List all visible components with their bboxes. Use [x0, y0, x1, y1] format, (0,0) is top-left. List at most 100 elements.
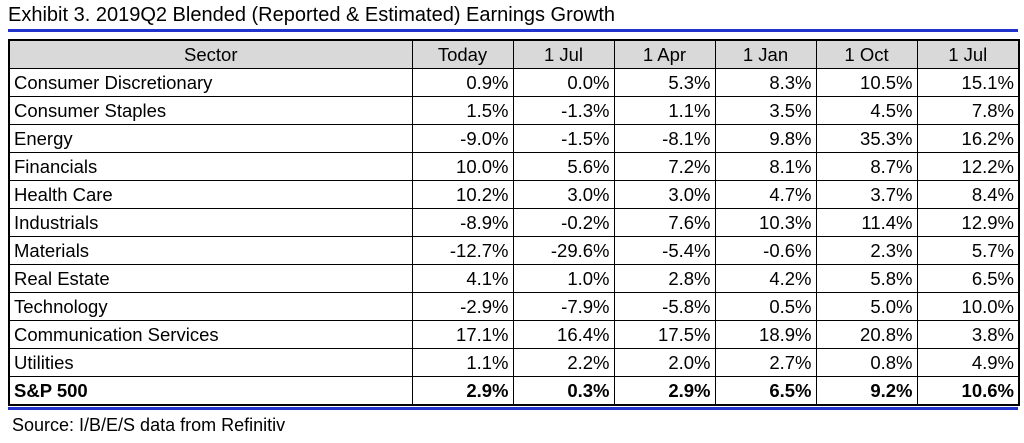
value-cell: 10.0% [916, 292, 1020, 321]
header-1-jul-prior: 1 Jul [916, 39, 1020, 69]
sector-cell: Financials [8, 152, 413, 181]
value-cell: -2.9% [411, 292, 514, 321]
value-cell: 1.1% [411, 348, 514, 377]
title-rule [8, 29, 1018, 32]
value-cell: 7.8% [916, 96, 1020, 125]
value-cell: 10.0% [411, 152, 514, 181]
value-cell: -5.4% [613, 236, 716, 265]
value-cell: 10.5% [815, 68, 918, 97]
value-cell: 3.7% [815, 180, 918, 209]
value-cell: 11.4% [815, 208, 918, 237]
table-row: Technology -2.9% -7.9% -5.8% 0.5% 5.0% 10.0% [8, 292, 1020, 321]
table-row: Financials 10.0% 5.6% 7.2% 8.1% 8.7% 12.2% [8, 152, 1020, 181]
value-cell: 0.8% [815, 348, 918, 377]
source-note: Source: I/B/E/S data from Refinitiv [12, 415, 286, 435]
value-cell: 4.9% [916, 348, 1020, 377]
table-row: Materials -12.7% -29.6% -5.4% -0.6% 2.3% 5.7% [8, 236, 1020, 265]
value-cell: 12.2% [916, 152, 1020, 181]
sector-cell: Technology [8, 292, 413, 321]
sector-cell: S&P 500 [8, 376, 413, 406]
sector-cell: Materials [8, 236, 413, 265]
table-row: Energy -9.0% -1.5% -8.1% 9.8% 35.3% 16.2% [8, 124, 1020, 153]
value-cell: 8.1% [714, 152, 817, 181]
sector-cell: Utilities [8, 348, 413, 377]
footer-rule [8, 407, 1018, 410]
value-cell: 2.0% [613, 348, 716, 377]
earnings-growth-table: Sector Today 1 Jul 1 Apr 1 Jan 1 Oct 1 J… [8, 39, 1020, 406]
value-cell: 8.4% [916, 180, 1020, 209]
value-cell: -8.9% [411, 208, 514, 237]
sector-cell: Health Care [8, 180, 413, 209]
value-cell: 20.8% [815, 320, 918, 349]
value-cell: -0.2% [512, 208, 615, 237]
value-cell: 5.0% [815, 292, 918, 321]
value-cell: 3.5% [714, 96, 817, 125]
value-cell: 1.1% [613, 96, 716, 125]
table-row: Utilities 1.1% 2.2% 2.0% 2.7% 0.8% 4.9% [8, 348, 1020, 377]
value-cell: 6.5% [714, 376, 817, 406]
header-1-jan: 1 Jan [714, 39, 817, 69]
value-cell: 10.6% [916, 376, 1020, 406]
value-cell: 8.7% [815, 152, 918, 181]
value-cell: 5.8% [815, 264, 918, 293]
value-cell: 2.9% [411, 376, 514, 406]
value-cell: -12.7% [411, 236, 514, 265]
table-row: Health Care 10.2% 3.0% 3.0% 4.7% 3.7% 8.4% [8, 180, 1020, 209]
value-cell: 0.9% [411, 68, 514, 97]
table-row: Consumer Staples 1.5% -1.3% 1.1% 3.5% 4.5% 7.8… [8, 96, 1020, 125]
header-today: Today [411, 39, 514, 69]
header-1-apr: 1 Apr [613, 39, 716, 69]
table-row: Consumer Discretionary 0.9% 0.0% 5.3% 8.3% 10… [8, 68, 1020, 97]
value-cell: 2.2% [512, 348, 615, 377]
value-cell: 4.2% [714, 264, 817, 293]
sector-cell: Real Estate [8, 264, 413, 293]
value-cell: 0.0% [512, 68, 615, 97]
value-cell: 5.7% [916, 236, 1020, 265]
sector-cell: Consumer Discretionary [8, 68, 413, 97]
value-cell: 18.9% [714, 320, 817, 349]
value-cell: -7.9% [512, 292, 615, 321]
table-row: Industrials -8.9% -0.2% 7.6% 10.3% 11.4% 12.9% [8, 208, 1020, 237]
table-row: Real Estate 4.1% 1.0% 2.8% 4.2% 5.8% 6.5% [8, 264, 1020, 293]
value-cell: -0.6% [714, 236, 817, 265]
sector-cell: Communication Services [8, 320, 413, 349]
value-cell: 15.1% [916, 68, 1020, 97]
value-cell: -8.1% [613, 124, 716, 153]
header-1-jul: 1 Jul [512, 39, 615, 69]
value-cell: 12.9% [916, 208, 1020, 237]
exhibit-title: Exhibit 3. 2019Q2 Blended (Reported & Es… [8, 4, 615, 26]
value-cell: 2.9% [613, 376, 716, 406]
header-sector: Sector [8, 39, 413, 69]
value-cell: 17.5% [613, 320, 716, 349]
value-cell: -5.8% [613, 292, 716, 321]
sector-cell: Consumer Staples [8, 96, 413, 125]
value-cell: 4.7% [714, 180, 817, 209]
value-cell: 7.6% [613, 208, 716, 237]
value-cell: 2.3% [815, 236, 918, 265]
value-cell: 5.6% [512, 152, 615, 181]
sector-cell: Energy [8, 124, 413, 153]
value-cell: 16.2% [916, 124, 1020, 153]
value-cell: 1.5% [411, 96, 514, 125]
value-cell: 4.1% [411, 264, 514, 293]
header-1-oct: 1 Oct [815, 39, 918, 69]
value-cell: 2.7% [714, 348, 817, 377]
table-row-total: S&P 500 2.9% 0.3% 2.9% 6.5% 9.2% 10.6% [8, 376, 1020, 406]
sector-cell: Industrials [8, 208, 413, 237]
value-cell: 9.2% [815, 376, 918, 406]
value-cell: 10.3% [714, 208, 817, 237]
value-cell: 16.4% [512, 320, 615, 349]
table-row: Communication Services 17.1% 16.4% 17.5% 18.… [8, 320, 1020, 349]
value-cell: 10.2% [411, 180, 514, 209]
value-cell: 3.0% [512, 180, 615, 209]
value-cell: 9.8% [714, 124, 817, 153]
value-cell: 4.5% [815, 96, 918, 125]
value-cell: 35.3% [815, 124, 918, 153]
value-cell: 8.3% [714, 68, 817, 97]
value-cell: 1.0% [512, 264, 615, 293]
value-cell: 5.3% [613, 68, 716, 97]
value-cell: 6.5% [916, 264, 1020, 293]
value-cell: -1.3% [512, 96, 615, 125]
value-cell: 0.3% [512, 376, 615, 406]
value-cell: 3.8% [916, 320, 1020, 349]
